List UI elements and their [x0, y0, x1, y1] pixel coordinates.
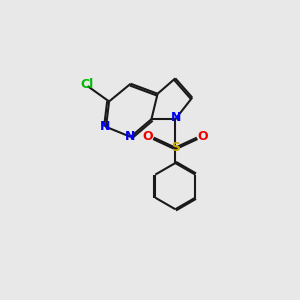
- Text: N: N: [125, 130, 135, 143]
- Text: N: N: [171, 111, 181, 124]
- Text: N: N: [100, 120, 110, 134]
- Text: S: S: [171, 141, 180, 154]
- Text: O: O: [198, 130, 208, 143]
- Text: Cl: Cl: [80, 78, 93, 91]
- Text: O: O: [142, 130, 153, 143]
